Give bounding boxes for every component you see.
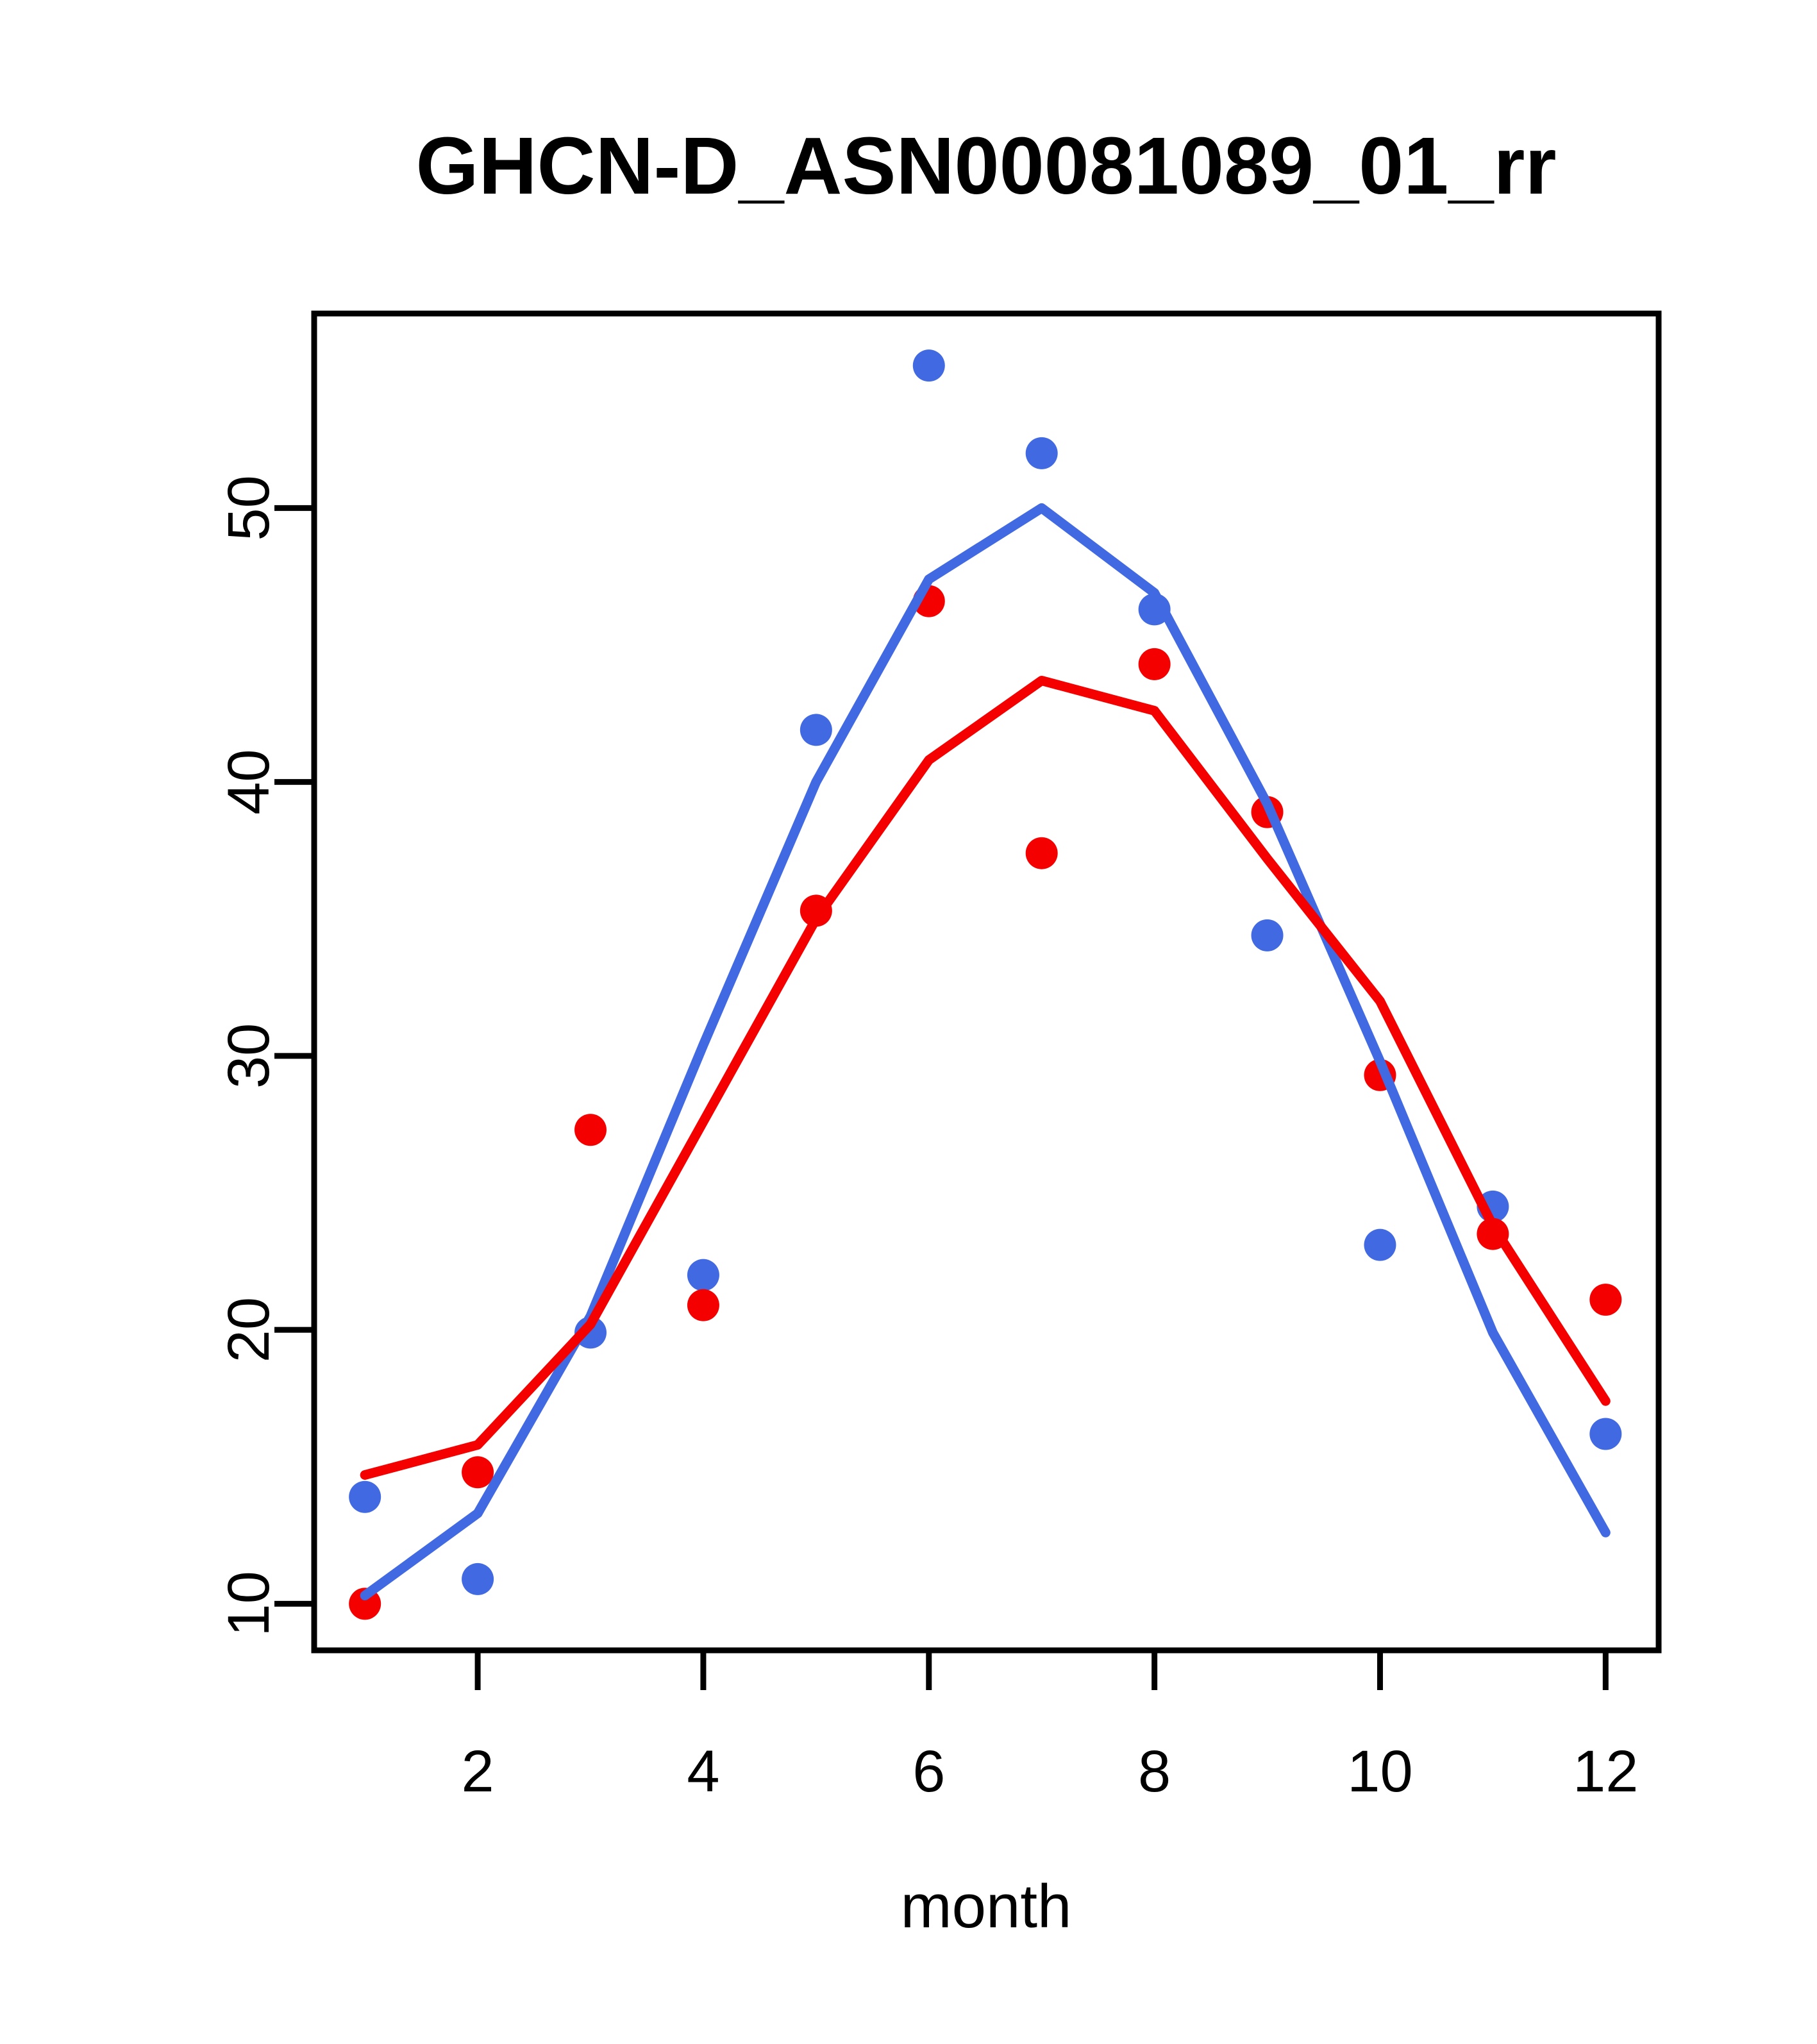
x-tick-label: 2 [462, 1739, 494, 1804]
x-axis: 2 4 6 8 10 12 [462, 1650, 1638, 1804]
y-tick-label: 30 [216, 1023, 281, 1089]
x-tick-label: 8 [1138, 1739, 1171, 1804]
red-monthly-points-point [349, 1587, 381, 1620]
y-axis: 10 20 30 40 50 [216, 475, 314, 1637]
blue-monthly-points-point [800, 714, 832, 746]
y-tick-label: 10 [216, 1571, 281, 1636]
plot-border [311, 310, 1662, 1654]
blue-monthly-points-point [462, 1562, 494, 1595]
x-tick-label: 6 [912, 1739, 945, 1804]
red-monthly-points-point [462, 1456, 494, 1489]
blue-monthly-points-point [912, 349, 945, 382]
y-tick-label: 20 [216, 1297, 281, 1362]
red-monthly-points-point [687, 1289, 719, 1321]
y-tick-label: 40 [216, 749, 281, 814]
red-monthly-points-point [1138, 648, 1171, 680]
blue-monthly-points-point [1364, 1228, 1396, 1261]
chart-title: GHCN-D_ASN00081089_01_rr [415, 121, 1556, 211]
blue-monthly-points-point [1025, 437, 1058, 469]
x-axis-label: month [901, 1872, 1072, 1941]
blue-monthly-points-point [1251, 919, 1284, 951]
blue-monthly-points-point [687, 1259, 719, 1291]
blue-monthly-points-point [349, 1480, 381, 1513]
x-tick-label: 12 [1573, 1739, 1638, 1804]
chart-series [349, 349, 1622, 1620]
blue-monthly-points-point [1589, 1418, 1622, 1450]
y-tick-label: 50 [216, 475, 281, 540]
x-tick-label: 10 [1347, 1739, 1412, 1804]
red-monthly-points-point [1589, 1284, 1622, 1316]
red-monthly-points-point [574, 1114, 607, 1146]
blue-monthly-line [360, 503, 1611, 1601]
red-monthly-points-point [1025, 837, 1058, 869]
x-tick-label: 4 [687, 1739, 719, 1804]
red-monthly-line [360, 676, 1611, 1480]
